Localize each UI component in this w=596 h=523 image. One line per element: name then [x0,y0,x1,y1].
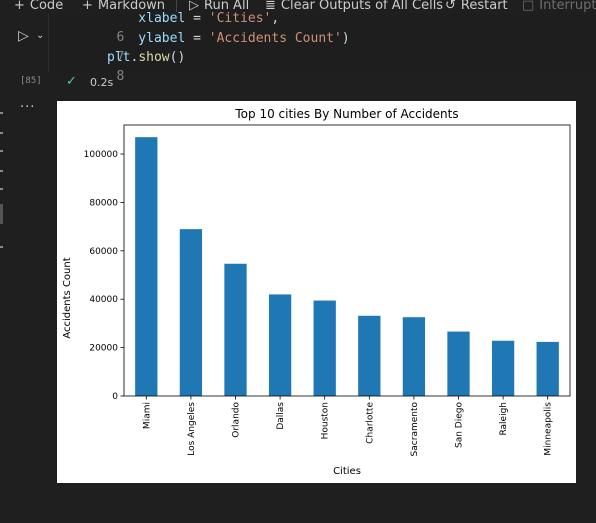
notebook-toolbar: + Code + Markdown ▷ Run All ≣ Clear Outputs … [0,0,596,14]
code-cell-editor[interactable]: 6 xlabel = 'Cities', 7 ylabel = 'Acciden… [48,11,596,84]
y-tick-label: 0 [112,392,118,402]
activity-rail [0,14,4,523]
add-code-label: Code [29,0,64,13]
x-tick-label: Dallas [276,402,286,430]
x-tick-label: Charlotte [365,402,375,444]
rail-marker [0,132,3,134]
bar [313,300,336,396]
execution-duration: 0.2s [90,76,114,89]
run-all-icon: ▷ [189,0,199,13]
bar [358,315,381,396]
x-tick-label: Los Angeles [187,402,197,456]
bar [135,137,158,396]
y-tick-label: 80000 [89,198,118,208]
bar [447,331,470,396]
line-number: 7 [116,50,125,65]
x-axis-label: Cities [333,466,361,477]
y-tick-label: 40000 [89,295,118,305]
add-markdown-label: Markdown [97,0,166,13]
line-number: 8 [116,69,125,84]
x-tick-label: Orlando [232,402,242,438]
more-actions-icon[interactable]: ··· [20,100,36,115]
line-number: 6 [116,30,125,45]
add-markdown-button[interactable]: + Markdown [82,0,165,14]
clear-outputs-button[interactable]: ≣ Clear Outputs of All Cells [265,0,443,14]
clear-all-icon: ≣ [265,0,276,13]
bar [179,229,203,396]
y-tick-label: 20000 [89,344,118,354]
bar [402,317,426,396]
rail-active-indicator [0,204,3,224]
restart-icon: ↺ [445,0,456,13]
run-all-label: Run All [204,0,250,13]
plus-icon: + [14,0,25,13]
interrupt-button[interactable]: □ Interrupt [522,0,596,14]
run-all-button[interactable]: ▷ Run All [189,0,249,14]
stop-icon: □ [522,0,535,13]
bar [536,341,559,396]
y-axis-label: Accidents Count [62,257,73,338]
x-tick-label: Houston [321,402,331,439]
cell-output: Top 10 cities By Number of Accidents Mia… [57,101,576,483]
code-line: 6 xlabel = 'Cities', [49,9,279,45]
bar [268,294,292,396]
bar-chart: Top 10 cities By Number of Accidents Mia… [62,107,571,477]
bar [491,340,515,396]
rail-marker [0,188,3,190]
code-line: 8 plt.show() [49,48,185,84]
plot-area: Miami Los Angeles Orlando Dallas Houston Char… [84,124,571,457]
add-code-button[interactable]: + Code [14,0,63,14]
x-tick-label: Minneapolis [544,402,554,456]
y-tick-label: 100000 [84,150,119,160]
toolbar-divider [176,0,177,12]
code-line: 7 ylabel = 'Accidents Count') [49,29,349,65]
x-tick-label: San Diego [455,402,465,448]
execution-count: [85] [20,76,42,86]
chevron-down-icon[interactable]: ⌄ [36,30,45,41]
clear-outputs-label: Clear Outputs of All Cells [280,0,444,13]
x-tick-label: Miami [142,402,152,429]
rail-marker [0,246,3,248]
restart-label: Restart [460,0,508,13]
bar [224,263,247,396]
restart-button[interactable]: ↺ Restart [445,0,508,14]
plus-icon: + [82,0,93,13]
chart-title: Top 10 cities By Number of Accidents [234,107,458,121]
plot-frame [123,124,571,397]
y-tick-label: 60000 [89,247,118,257]
success-check-icon: ✓ [66,74,77,89]
rail-marker [0,112,3,114]
rail-marker [0,150,3,152]
run-cell-icon[interactable]: ▷ [18,28,29,44]
x-tick-label: Sacramento [410,402,420,457]
x-tick-label: Raleigh [499,402,509,436]
rail-marker [0,170,3,172]
interrupt-label: Interrupt [539,0,596,13]
